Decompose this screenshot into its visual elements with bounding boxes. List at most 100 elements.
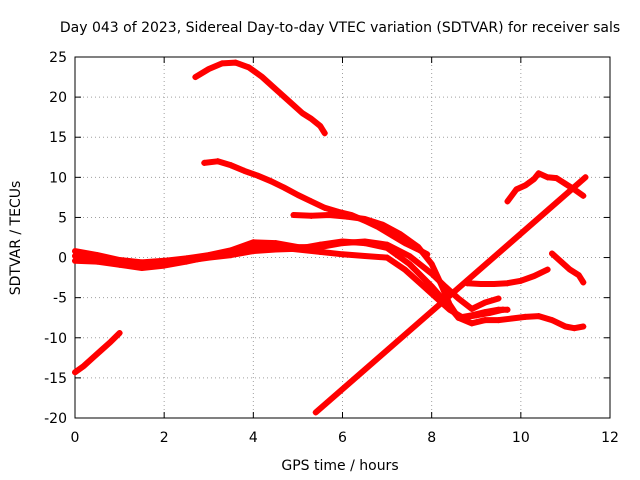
data-point	[406, 252, 413, 259]
data-point	[272, 86, 279, 93]
x-axis-tick-labels: 0 2 4 6 8 10 12	[71, 430, 619, 446]
y-tick-label: 20	[49, 90, 67, 106]
data-point	[214, 158, 221, 165]
data-point	[384, 254, 391, 261]
data-point	[504, 280, 511, 287]
data-point	[201, 159, 208, 166]
y-tick-label: -15	[44, 371, 67, 387]
data-point	[459, 314, 466, 321]
data-point	[455, 295, 462, 302]
data-point	[290, 212, 297, 219]
data-point	[308, 198, 315, 205]
data-point	[245, 64, 252, 71]
data-point	[272, 240, 279, 247]
data-point	[491, 281, 498, 288]
series-trace	[192, 59, 328, 137]
data-point	[286, 98, 292, 105]
data-point	[138, 259, 145, 266]
data-point	[107, 338, 114, 345]
data-point	[259, 74, 266, 81]
data-point	[531, 273, 538, 280]
data-point	[312, 409, 319, 416]
data-point	[562, 323, 569, 330]
data-point	[473, 312, 480, 319]
data-point	[522, 182, 529, 189]
data-point	[419, 282, 426, 289]
data-point	[446, 306, 453, 313]
data-point	[321, 204, 328, 211]
data-point	[562, 180, 569, 187]
series-arc-peak-24	[192, 59, 328, 137]
data-point	[486, 309, 493, 316]
data-point	[326, 212, 333, 219]
data-point	[308, 212, 315, 219]
x-grid	[163, 57, 522, 418]
data-point	[192, 74, 199, 81]
data-point	[343, 213, 350, 220]
y-tick-label: 10	[49, 170, 67, 186]
data-point	[575, 272, 582, 279]
y-tick-label: 0	[58, 251, 67, 267]
data-point	[531, 175, 538, 182]
data-point	[566, 266, 573, 273]
y-tick-label: 15	[49, 130, 67, 146]
data-point	[379, 221, 386, 228]
series-trace	[504, 170, 587, 205]
data-point	[116, 329, 123, 336]
data-point	[397, 231, 404, 238]
data-point	[339, 240, 346, 247]
data-point	[219, 60, 226, 67]
x-axis-ticks	[74, 57, 611, 418]
data-point	[580, 279, 587, 286]
data-point	[361, 238, 368, 245]
data-point	[294, 244, 301, 251]
series-isolated-points	[312, 174, 589, 416]
data-point	[549, 317, 556, 324]
data-point	[94, 252, 101, 259]
data-point	[535, 170, 542, 177]
data-point	[80, 362, 87, 369]
data-point	[98, 346, 105, 353]
y-axis-ticks	[75, 56, 610, 419]
data-point	[89, 354, 96, 361]
data-point	[228, 162, 235, 169]
x-tick-label: 6	[338, 430, 347, 446]
data-point	[72, 248, 78, 255]
data-point	[361, 216, 368, 223]
data-point	[250, 244, 257, 251]
data-point	[232, 59, 239, 66]
data-point	[544, 174, 551, 181]
x-tick-label: 12	[601, 430, 619, 446]
data-point	[442, 283, 449, 290]
data-point	[508, 315, 515, 322]
data-point	[504, 198, 511, 205]
data-point	[482, 317, 489, 324]
data-point	[495, 295, 502, 302]
x-tick-label: 0	[71, 430, 80, 446]
data-point	[94, 258, 101, 265]
data-point	[553, 175, 560, 182]
data-point	[228, 247, 235, 254]
data-point	[183, 255, 190, 262]
data-point	[321, 130, 328, 137]
data-point	[250, 239, 257, 246]
data-point	[544, 266, 551, 273]
data-point	[308, 115, 315, 122]
data-point	[433, 294, 440, 301]
x-tick-label: 10	[512, 430, 530, 446]
x-tick-label: 2	[160, 430, 169, 446]
data-point	[401, 266, 408, 273]
x-axis-label: GPS time / hours	[281, 458, 398, 474]
data-point	[477, 281, 484, 288]
data-point	[582, 174, 589, 181]
data-point	[557, 258, 564, 265]
data-point	[281, 184, 288, 191]
data-point	[317, 122, 324, 129]
y-tick-label: 25	[49, 50, 67, 66]
y-axis-label: SDTVAR / TECUs	[8, 181, 24, 296]
data-point	[580, 323, 587, 330]
y-tick-label: -5	[53, 291, 67, 307]
data-point	[254, 172, 261, 179]
y-tick-label: -20	[44, 411, 67, 427]
